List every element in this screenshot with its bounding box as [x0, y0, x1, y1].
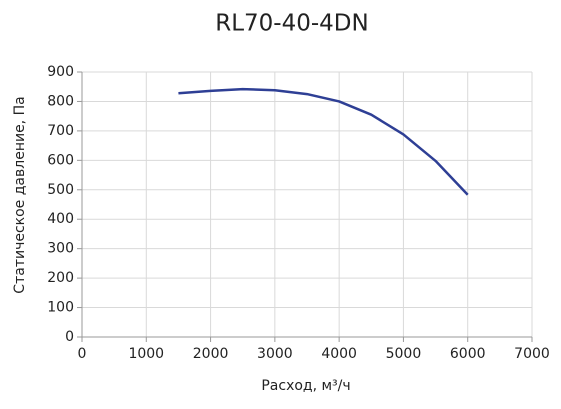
line-series	[178, 87, 469, 196]
y-tick-label: 100	[47, 300, 74, 316]
y-tick-label: 300	[47, 241, 74, 257]
y-tick-label: 700	[47, 123, 74, 139]
y-tick-label: 200	[47, 270, 74, 286]
x-tick-label: 3000	[257, 346, 293, 362]
x-tick-label: 7000	[514, 346, 550, 362]
y-axis-label: Статическое давление, Па	[12, 96, 28, 293]
y-tick-label: 900	[47, 64, 74, 80]
x-axis-label: Расход, м³/ч	[261, 378, 350, 394]
y-tick-label: 0	[65, 329, 74, 345]
x-tick-label: 2000	[193, 346, 229, 362]
x-tick-label: 4000	[321, 346, 357, 362]
y-tick-label: 500	[47, 182, 74, 198]
y-tick-label: 400	[47, 211, 74, 227]
x-tick-label: 1000	[128, 346, 164, 362]
x-tick-label: 6000	[450, 346, 486, 362]
y-tick-label: 600	[47, 152, 74, 168]
y-tick-label: 800	[47, 93, 74, 109]
x-tick-label: 0	[78, 346, 87, 362]
chart-title: RL70-40-4DN	[215, 11, 368, 37]
x-tick-label: 5000	[386, 346, 422, 362]
